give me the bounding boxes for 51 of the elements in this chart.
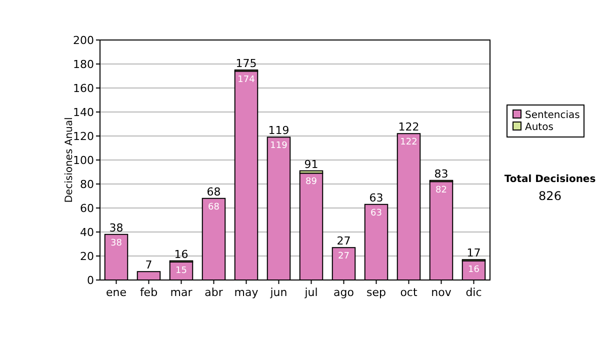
data-label: 68 bbox=[208, 202, 220, 212]
total-label: 91 bbox=[304, 158, 318, 171]
y-tick-label: 20 bbox=[80, 250, 94, 263]
x-tick-label: ene bbox=[106, 286, 127, 299]
y-tick-label: 0 bbox=[87, 274, 94, 287]
x-tick-label: nov bbox=[431, 286, 452, 299]
y-tick-label: 160 bbox=[73, 82, 94, 95]
x-tick-label: feb bbox=[140, 286, 158, 299]
data-label: 82 bbox=[436, 186, 447, 196]
data-label: 15 bbox=[176, 266, 187, 276]
y-tick-label: 80 bbox=[80, 178, 94, 191]
total-label: 122 bbox=[398, 120, 420, 134]
total-label: 17 bbox=[466, 246, 481, 260]
x-tick-label: dic bbox=[466, 286, 482, 299]
y-tick-label: 120 bbox=[73, 130, 94, 143]
total-label: 16 bbox=[174, 248, 188, 261]
x-tick-label: may bbox=[234, 286, 259, 299]
x-tick-label: mar bbox=[170, 286, 193, 299]
data-label: 27 bbox=[338, 252, 350, 262]
total-label: 7 bbox=[145, 258, 152, 272]
total-label: 38 bbox=[109, 221, 124, 234]
total-label: 83 bbox=[434, 167, 448, 180]
y-tick-label: 40 bbox=[80, 226, 94, 239]
y-tick-label: 140 bbox=[73, 106, 94, 119]
y-tick-label: 180 bbox=[73, 58, 94, 71]
y-tick-label: 200 bbox=[73, 34, 94, 47]
total-label: 27 bbox=[336, 234, 351, 248]
x-tick-label: jun bbox=[269, 286, 288, 299]
x-tick-label: ago bbox=[334, 286, 354, 299]
x-tick-label: oct bbox=[400, 286, 418, 299]
total-label: 63 bbox=[369, 191, 384, 204]
y-axis-title: Decisiones Anual bbox=[64, 117, 75, 203]
legend-label: Autos bbox=[525, 122, 554, 133]
data-label: 63 bbox=[370, 208, 382, 218]
data-label: 119 bbox=[270, 141, 288, 152]
data-label: 122 bbox=[400, 138, 418, 148]
x-tick-label: jul bbox=[304, 286, 318, 299]
text: 826 bbox=[538, 189, 562, 203]
text: Total Decisiones bbox=[504, 174, 596, 185]
x-tick-label: abr bbox=[204, 286, 224, 299]
legend-label: Sentencias bbox=[525, 110, 580, 121]
total-label: 119 bbox=[268, 124, 290, 138]
data-label: 38 bbox=[110, 238, 122, 248]
total-label: 68 bbox=[206, 185, 221, 198]
data-label: 16 bbox=[468, 264, 480, 275]
total-label: 175 bbox=[236, 57, 257, 70]
x-tick-label: sep bbox=[366, 286, 386, 299]
data-label: 89 bbox=[306, 177, 318, 188]
y-tick-label: 60 bbox=[80, 202, 94, 215]
data-label: 174 bbox=[238, 75, 256, 86]
y-tick-label: 100 bbox=[73, 154, 94, 167]
